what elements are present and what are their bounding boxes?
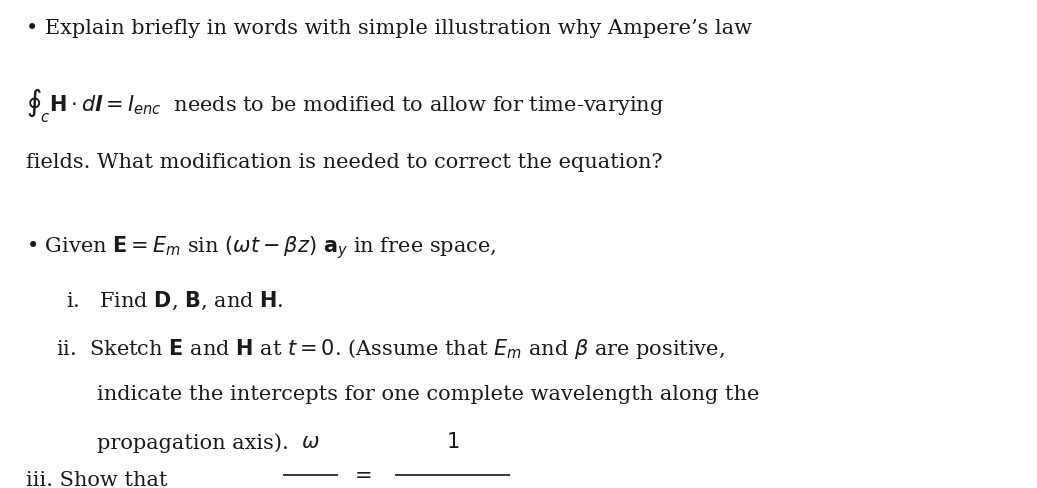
Text: $=$: $=$ [351, 465, 371, 484]
Text: ii.  Sketch $\mathbf{E}$ and $\mathbf{H}$ at $t = 0$. (Assume that $E_m$ and $\b: ii. Sketch $\mathbf{E}$ and $\mathbf{H}$… [56, 337, 725, 361]
Text: $\oint_c \mathbf{H} \cdot d\boldsymbol{l} = I_{enc}$  needs to be modified to al: $\oint_c \mathbf{H} \cdot d\boldsymbol{l… [26, 86, 664, 125]
Text: • Given $\mathbf{E} = E_m$ sin $(\omega t - \beta z)$ $\mathbf{a}_y$ in free spa: • Given $\mathbf{E} = E_m$ sin $(\omega … [26, 234, 496, 261]
Text: indicate the intercepts for one complete wavelength along the: indicate the intercepts for one complete… [96, 385, 759, 404]
Text: iii. Show that: iii. Show that [26, 471, 174, 488]
Text: $1$: $1$ [446, 432, 459, 452]
Text: $\omega$: $\omega$ [301, 433, 319, 452]
Text: fields. What modification is needed to correct the equation?: fields. What modification is needed to c… [26, 153, 663, 172]
Text: • Explain briefly in words with simple illustration why Ampere’s law: • Explain briefly in words with simple i… [26, 19, 752, 38]
Text: i.   Find $\mathbf{D}$, $\mathbf{B}$, and $\mathbf{H}$.: i. Find $\mathbf{D}$, $\mathbf{B}$, and … [66, 289, 284, 312]
Text: propagation axis).: propagation axis). [96, 433, 288, 452]
